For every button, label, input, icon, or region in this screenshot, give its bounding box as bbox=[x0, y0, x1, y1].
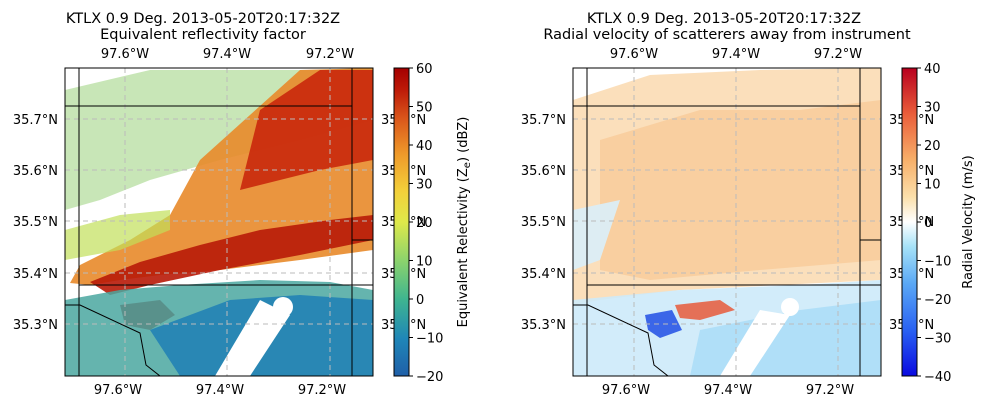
velocity-map bbox=[573, 68, 881, 376]
colorbar-tick-label: 40 bbox=[924, 62, 941, 77]
colorbar-tick-label: −40 bbox=[924, 370, 951, 385]
left-gridlines bbox=[65, 68, 373, 376]
reflectivity-colorbar-label: Equivalent Relectivity (Ze) (dBZ) bbox=[456, 117, 473, 328]
colorbar-tick-label: −10 bbox=[416, 332, 443, 347]
left-lat-tick: 35.6°N bbox=[13, 164, 58, 179]
left-lat-tick: 35.7°N bbox=[13, 113, 58, 128]
right-bottom-lon-tick: 97.2°W bbox=[806, 383, 854, 398]
colorbar-tick-label: 20 bbox=[416, 216, 433, 231]
left-top-lon-tick: 97.2°W bbox=[306, 47, 354, 62]
left-bottom-lon-tick: 97.6°W bbox=[94, 383, 142, 398]
reflectivity-panel: KTLX 0.9 Deg. 2013-05-20T20:17:32Z Equiv… bbox=[13, 11, 473, 398]
right-top-lon-tick: 97.6°W bbox=[610, 47, 658, 62]
colorbar-tick-label: 30 bbox=[924, 101, 941, 116]
right-lat-tick: 35.7°N bbox=[521, 113, 566, 128]
colorbar-tick-label: 10 bbox=[924, 178, 941, 193]
reflectivity-map bbox=[65, 68, 373, 376]
right-bottom-lon-tick: 97.4°W bbox=[704, 383, 752, 398]
velocity-colorbar-label: Radial Velocity (m/s) bbox=[961, 155, 976, 288]
colorbar-tick-label: 50 bbox=[416, 101, 433, 116]
right-lat-tick: 35.6°N bbox=[521, 164, 566, 179]
right-subtitle: Radial velocity of scatterers away from … bbox=[543, 27, 911, 43]
colorbar-tick-label: 60 bbox=[416, 62, 433, 77]
left-axes-frame bbox=[64, 67, 374, 377]
right-top-lon-tick: 97.2°W bbox=[814, 47, 862, 62]
colorbar-tick-label: 0 bbox=[416, 293, 424, 308]
left-bottom-lon-tick: 97.2°W bbox=[298, 383, 346, 398]
colorbar-tick-label: −20 bbox=[416, 370, 443, 385]
colorbar-tick-label: 30 bbox=[416, 178, 433, 193]
colorbar-tick-label: −20 bbox=[924, 293, 951, 308]
colorbar-tick-label: 10 bbox=[416, 255, 433, 270]
left-title: KTLX 0.9 Deg. 2013-05-20T20:17:32Z bbox=[66, 11, 340, 27]
velocity-colorbar-ticks: 40 30 20 10 0 −10 −20 −30 −40 bbox=[917, 62, 951, 385]
velocity-colorbar bbox=[901, 67, 918, 377]
left-top-lon-tick: 97.6°W bbox=[101, 47, 149, 62]
right-title: KTLX 0.9 Deg. 2013-05-20T20:17:32Z bbox=[587, 11, 861, 27]
colorbar-tick-label: 20 bbox=[924, 139, 941, 154]
right-bottom-lon-tick: 97.6°W bbox=[602, 383, 650, 398]
reflectivity-colorbar-ticks: 60 50 40 30 20 10 0 −10 −20 bbox=[409, 62, 443, 385]
right-top-lon-tick: 97.4°W bbox=[712, 47, 760, 62]
colorbar-tick-label: −30 bbox=[924, 332, 951, 347]
left-county-borders bbox=[65, 68, 373, 376]
left-lat-tick: 35.4°N bbox=[13, 267, 58, 282]
colorbar-tick-label: 40 bbox=[416, 139, 433, 154]
colorbar-tick-label: −10 bbox=[924, 255, 951, 270]
right-axes-frame bbox=[572, 67, 882, 377]
velocity-panel: KTLX 0.9 Deg. 2013-05-20T20:17:32Z Radia… bbox=[521, 11, 976, 398]
right-county-borders bbox=[573, 68, 881, 376]
colorbar-tick-label: 0 bbox=[924, 216, 932, 231]
right-lat-tick: 35.3°N bbox=[521, 318, 566, 333]
left-bottom-lon-tick: 97.4°W bbox=[196, 383, 244, 398]
right-gridlines bbox=[573, 68, 881, 376]
left-subtitle: Equivalent reflectivity factor bbox=[100, 27, 306, 43]
left-top-lon-tick: 97.4°W bbox=[203, 47, 251, 62]
reflectivity-colorbar bbox=[393, 67, 410, 377]
left-lat-tick: 35.3°N bbox=[13, 318, 58, 333]
right-lat-tick: 35.4°N bbox=[521, 267, 566, 282]
right-lat-tick: 35.5°N bbox=[521, 215, 566, 230]
left-lat-tick: 35.5°N bbox=[13, 215, 58, 230]
